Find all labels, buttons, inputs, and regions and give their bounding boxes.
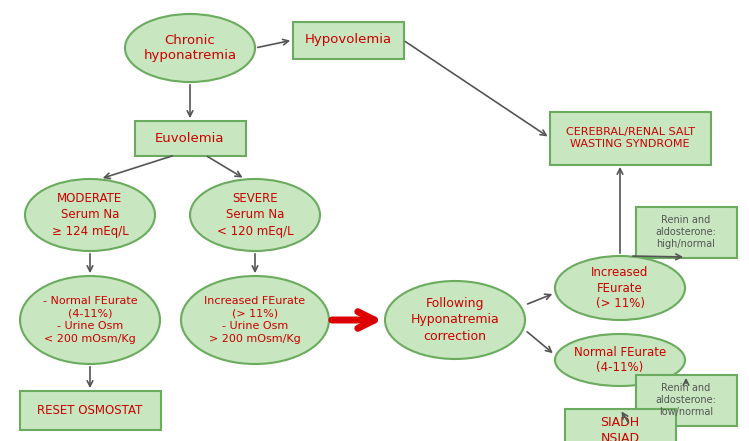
Ellipse shape [20, 276, 160, 364]
FancyBboxPatch shape [293, 22, 404, 59]
FancyBboxPatch shape [635, 374, 736, 426]
Text: RESET OSMOSTAT: RESET OSMOSTAT [37, 404, 143, 416]
Text: Renin and
aldosterone:
high/normal: Renin and aldosterone: high/normal [655, 215, 717, 250]
Text: Renin and
aldosterone:
low/normal: Renin and aldosterone: low/normal [655, 383, 717, 417]
Ellipse shape [555, 256, 685, 320]
Text: SIADH
NSIAD: SIADH NSIAD [601, 415, 640, 441]
Text: Chronic
hyponatremia: Chronic hyponatremia [144, 34, 237, 63]
Ellipse shape [555, 334, 685, 386]
Ellipse shape [181, 276, 329, 364]
Text: Normal FEurate
(4-11%): Normal FEurate (4-11%) [574, 345, 666, 374]
Text: Following
Hyponatremia
correction: Following Hyponatremia correction [410, 298, 500, 343]
Text: - Normal FEurate
(4-11%)
- Urine Osm
< 200 mOsm/Kg: - Normal FEurate (4-11%) - Urine Osm < 2… [43, 296, 137, 344]
Text: Euvolemia: Euvolemia [155, 131, 225, 145]
FancyBboxPatch shape [565, 408, 676, 441]
Text: Increased
FEurate
(> 11%): Increased FEurate (> 11%) [591, 265, 649, 310]
FancyBboxPatch shape [635, 206, 736, 258]
FancyBboxPatch shape [135, 120, 246, 156]
Text: Hypovolemia: Hypovolemia [304, 34, 392, 46]
Text: MODERATE
Serum Na
≥ 124 mEq/L: MODERATE Serum Na ≥ 124 mEq/L [52, 193, 128, 238]
Ellipse shape [190, 179, 320, 251]
FancyBboxPatch shape [550, 112, 711, 164]
Text: CEREBRAL/RENAL SALT
WASTING SYNDROME: CEREBRAL/RENAL SALT WASTING SYNDROME [565, 127, 694, 149]
Text: SEVERE
Serum Na
< 120 mEq/L: SEVERE Serum Na < 120 mEq/L [216, 193, 294, 238]
Ellipse shape [385, 281, 525, 359]
Ellipse shape [25, 179, 155, 251]
Text: Increased FEurate
(> 11%)
- Urine Osm
> 200 mOsm/Kg: Increased FEurate (> 11%) - Urine Osm > … [204, 296, 306, 344]
Ellipse shape [125, 14, 255, 82]
FancyBboxPatch shape [19, 390, 160, 430]
